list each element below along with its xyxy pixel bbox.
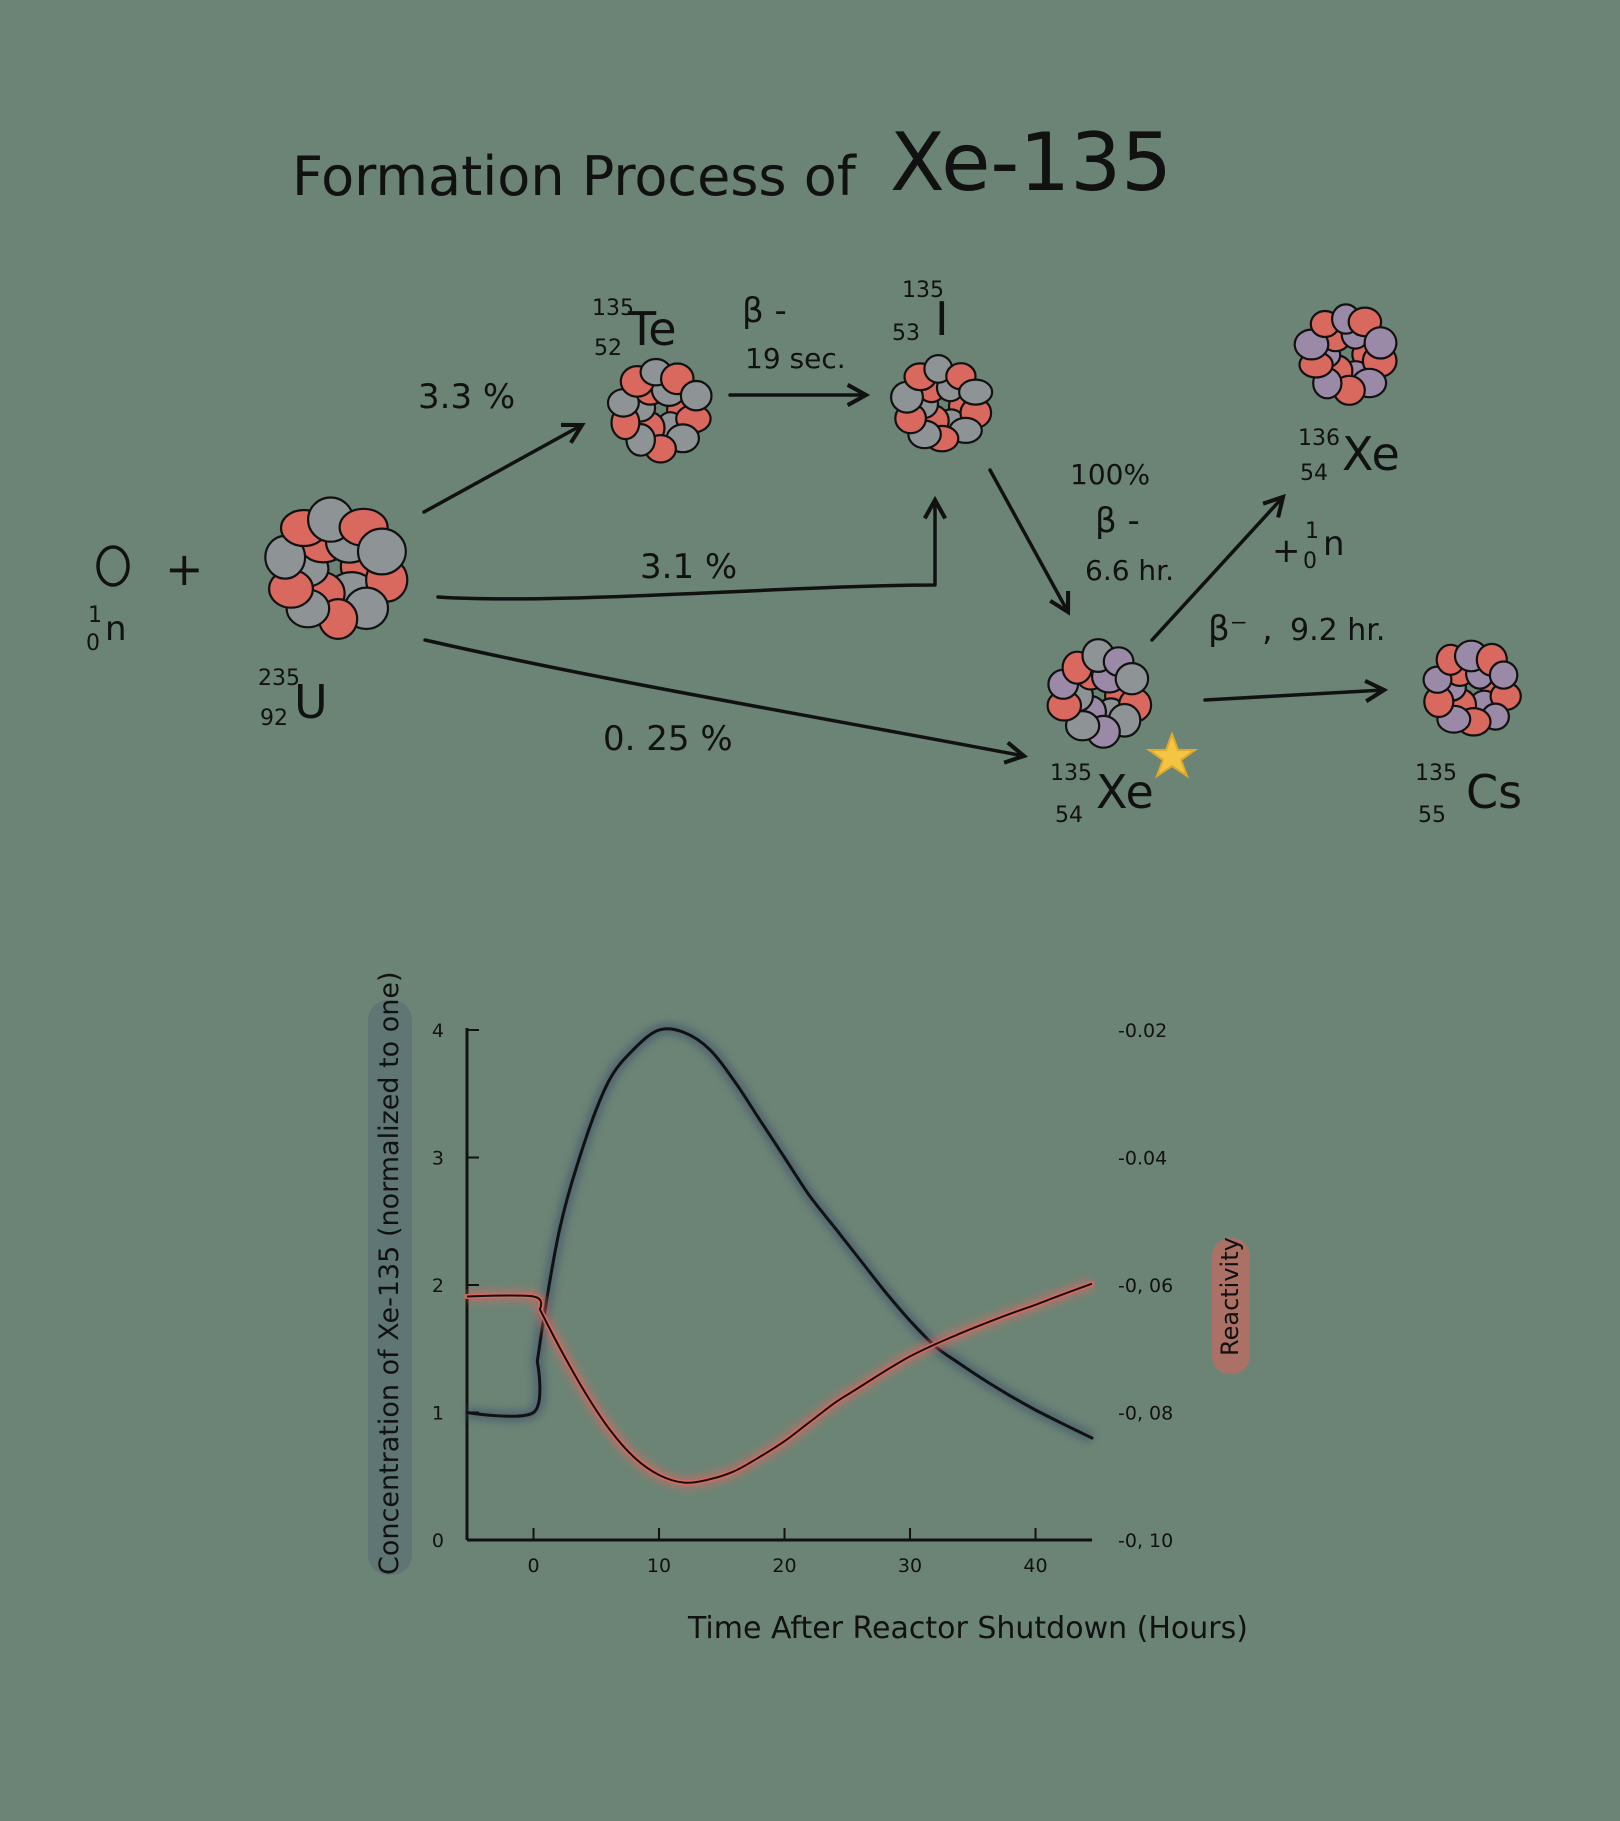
arrow-xe-to-xe136 — [1150, 497, 1283, 642]
i135-label: 135 53 I — [892, 278, 949, 346]
chart-series — [464, 1022, 1095, 1489]
neutron-circle — [96, 545, 130, 587]
plus-sign: + — [165, 542, 204, 596]
i135-atomic: 53 — [892, 321, 920, 346]
xe136-label: 136 54 Xe — [1298, 426, 1400, 486]
cs135-label: 135 55 Cs — [1415, 761, 1522, 828]
arrow-i-to-xe — [988, 468, 1068, 612]
te135-symbol: Te — [627, 302, 677, 356]
nucleon — [1363, 326, 1398, 360]
u235-nucleus — [264, 496, 409, 640]
decay-xe-sep: , — [1262, 609, 1273, 649]
te135-atomic: 52 — [594, 336, 622, 361]
yield-to-xe: 0. 25 % — [603, 719, 733, 759]
u235-atomic: 92 — [260, 706, 288, 731]
y-right-tick-label: -0.04 — [1118, 1148, 1167, 1170]
x-axis-title: Time After Reactor Shutdown (Hours) — [687, 1611, 1248, 1646]
xe135-symbol: Xe — [1096, 765, 1154, 819]
cs135-atomic: 55 — [1418, 803, 1446, 828]
y-right-tick-label: -0.02 — [1118, 1020, 1167, 1042]
u235-label: 235 92 U — [258, 666, 328, 731]
u235-mass: 235 — [258, 666, 300, 691]
yield-to-i: 3.1 % — [640, 547, 737, 587]
i135-nucleus — [889, 354, 994, 453]
xe135-nucleus — [1046, 637, 1153, 749]
title-emphasis: Xe-135 — [890, 116, 1172, 209]
x-tick-label: 30 — [898, 1555, 922, 1577]
page-title: Formation Process of Xe-135 — [292, 116, 1172, 209]
reactivity-line-outline — [466, 1282, 1093, 1484]
u235-symbol: U — [294, 675, 328, 729]
right-axis-title: Reactivity — [1216, 1237, 1244, 1356]
absorb-symbol: n — [1323, 524, 1345, 564]
neutron-mass: 1 — [88, 603, 102, 628]
arrow-xe-to-cs — [1203, 690, 1384, 700]
y-left-tick-label: 1 — [432, 1403, 444, 1425]
i135-mass: 135 — [902, 278, 944, 303]
chart-axes — [465, 1028, 1092, 1542]
nuclei-layer — [264, 303, 1522, 749]
xe136-atomic: 54 — [1300, 461, 1328, 486]
neutron-atomic: 0 — [86, 631, 100, 656]
x-tick-label: 40 — [1023, 1555, 1047, 1577]
xe135-label: 135 54 Xe — [1050, 731, 1199, 828]
xe136-mass: 136 — [1298, 426, 1340, 451]
absorb-mass: 1 — [1305, 519, 1319, 544]
nucleon — [356, 527, 407, 576]
x-tick-label: 10 — [647, 1555, 671, 1577]
nucleon — [957, 378, 994, 406]
cs135-mass: 135 — [1415, 761, 1457, 786]
absorb-atomic: 0 — [1303, 549, 1317, 574]
te135-nucleus — [606, 357, 713, 464]
concentration-line — [465, 1027, 1094, 1440]
decay-xe-time: 9.2 hr. — [1290, 613, 1385, 648]
chart-ticks: 0 10 20 30 40 0 1 2 3 4 -0.02 -0.04 -0, 06 -0, 08 -0, … — [432, 1020, 1173, 1577]
y-left-tick-label: 3 — [432, 1148, 444, 1170]
absorb-plus: + — [1272, 531, 1301, 571]
reaction-arrows — [422, 395, 1384, 756]
neutron-symbol: n — [105, 609, 127, 649]
y-right-tick-label: -0, 08 — [1118, 1403, 1173, 1425]
arrow-u-to-te — [422, 425, 582, 514]
left-axis-title: Concentration of Xe-135 (normalized to o… — [374, 971, 405, 1575]
i135-symbol: I — [935, 292, 949, 346]
x-tick-label: 20 — [772, 1555, 796, 1577]
star-icon — [1145, 731, 1199, 779]
y-right-tick-label: -0, 10 — [1118, 1530, 1173, 1552]
arrow-u-to-xe — [423, 638, 1024, 756]
nucleon — [1488, 660, 1519, 690]
concentration-glow — [466, 1022, 1095, 1444]
arrow-u-to-i — [436, 500, 935, 601]
xe136-symbol: Xe — [1342, 427, 1400, 481]
decay-te-time: 19 sec. — [745, 342, 846, 375]
title-prefix: Formation Process of — [292, 145, 858, 208]
right-axis-highlight — [1212, 1238, 1250, 1374]
reaction-labels: 3.3 % 3.1 % 0. 25 % β - 19 sec. 100% β -… — [418, 291, 1385, 759]
y-right-tick-label: -0, 06 — [1118, 1275, 1173, 1297]
cs135-nucleus — [1422, 639, 1522, 737]
decay-xe-mode: β⁻ — [1208, 609, 1248, 649]
xe135-mass: 135 — [1050, 761, 1092, 786]
decay-i-yield: 100% — [1070, 458, 1150, 491]
xe135-shutdown-chart: 0 10 20 30 40 0 1 2 3 4 -0.02 -0.04 -0, 06 -0, 08 -0, … — [368, 971, 1250, 1646]
xe135-atomic: 54 — [1055, 803, 1083, 828]
decay-i-time: 6.6 hr. — [1085, 554, 1174, 587]
yield-to-te: 3.3 % — [418, 377, 515, 417]
nucleon — [1114, 662, 1150, 696]
te135-mass: 135 — [592, 296, 634, 321]
left-axis-highlight — [368, 1000, 412, 1575]
x-tick-label: 0 — [527, 1555, 539, 1577]
te135-label: 135 52 Te — [592, 296, 677, 361]
y-left-tick-label: 4 — [432, 1020, 444, 1042]
y-left-tick-label: 2 — [432, 1275, 444, 1297]
neutron-reactant: 1 0 n + — [86, 542, 204, 656]
cs135-symbol: Cs — [1466, 765, 1522, 819]
nucleon — [679, 379, 713, 412]
decay-i-mode: β - — [1095, 501, 1140, 541]
y-left-tick-label: 0 — [432, 1530, 444, 1552]
decay-te-mode: β - — [742, 291, 787, 331]
xe136-nucleus — [1293, 303, 1398, 406]
